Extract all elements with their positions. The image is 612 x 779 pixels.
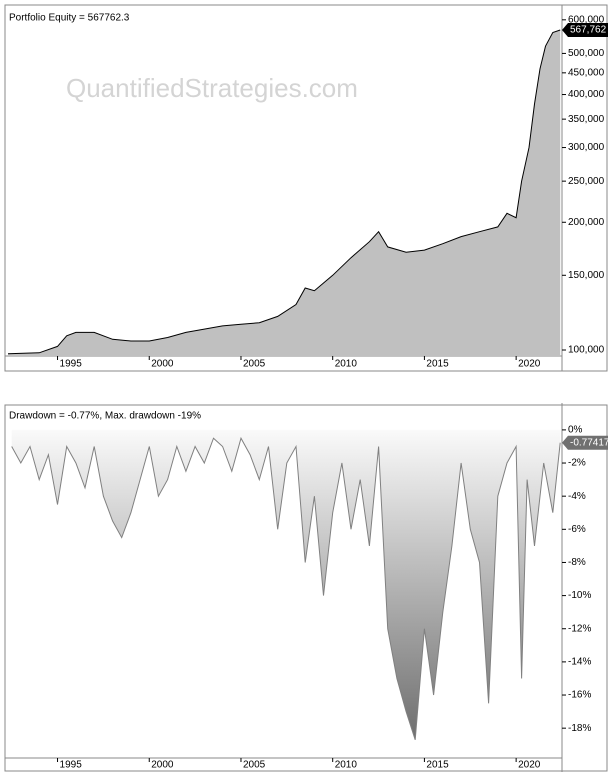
y-tick-label: -4% — [568, 491, 586, 502]
x-tick-label: 2015 — [426, 760, 449, 771]
y-tick-label: 500,000 — [568, 48, 605, 59]
watermark: QuantifiedStrategies.com — [66, 73, 358, 103]
line — [11, 436, 561, 740]
y-tick-label: -2% — [568, 458, 586, 469]
x-tick-label: 2005 — [243, 359, 266, 370]
y-tick-label: 100,000 — [568, 345, 605, 356]
x-tick-label: 2010 — [335, 359, 358, 370]
y-tick-label: 450,000 — [568, 67, 605, 78]
area — [8, 30, 561, 356]
x-tick-label: 2015 — [426, 359, 449, 370]
last-value-label: 567,762 — [570, 25, 607, 36]
x-tick-label: 1995 — [60, 359, 83, 370]
y-tick-label: -8% — [568, 557, 586, 568]
y-tick-label: -16% — [568, 690, 591, 701]
line — [7, 29, 561, 355]
panel-frame — [4, 4, 608, 372]
chart-title: Drawdown = -0.77%, Max. drawdown -19% — [9, 411, 201, 422]
x-tick-label: 2005 — [243, 760, 266, 771]
y-tick-label: -6% — [568, 524, 586, 535]
x-tick-label: 2020 — [518, 359, 541, 370]
y-tick-label: -14% — [568, 657, 591, 668]
x-tick-label: 1995 — [60, 760, 83, 771]
x-tick-label: 2000 — [151, 359, 174, 370]
y-tick-label: -12% — [568, 623, 591, 634]
x-tick-label: 2010 — [335, 760, 358, 771]
x-tick-label: 2020 — [518, 760, 541, 771]
last-value-label: -0.77417 — [570, 437, 610, 448]
y-tick-label: -18% — [568, 723, 591, 734]
last-value-box — [562, 435, 608, 450]
y-tick-label: 600,000 — [568, 14, 605, 25]
y-tick-label: -10% — [568, 590, 591, 601]
last-value-box — [562, 22, 608, 37]
y-tick-label: 350,000 — [568, 114, 605, 125]
x-tick-label: 2000 — [151, 760, 174, 771]
y-tick-label: 0% — [568, 425, 583, 436]
y-tick-label: 300,000 — [568, 142, 605, 153]
panel-frame — [4, 404, 608, 772]
y-tick-label: 150,000 — [568, 270, 605, 281]
y-tick-label: 250,000 — [568, 176, 605, 187]
y-tick-label: 400,000 — [568, 89, 605, 100]
y-tick-label: 200,000 — [568, 217, 605, 228]
area — [11, 429, 561, 740]
chart-title: Portfolio Equity = 567762.3 — [9, 13, 130, 24]
